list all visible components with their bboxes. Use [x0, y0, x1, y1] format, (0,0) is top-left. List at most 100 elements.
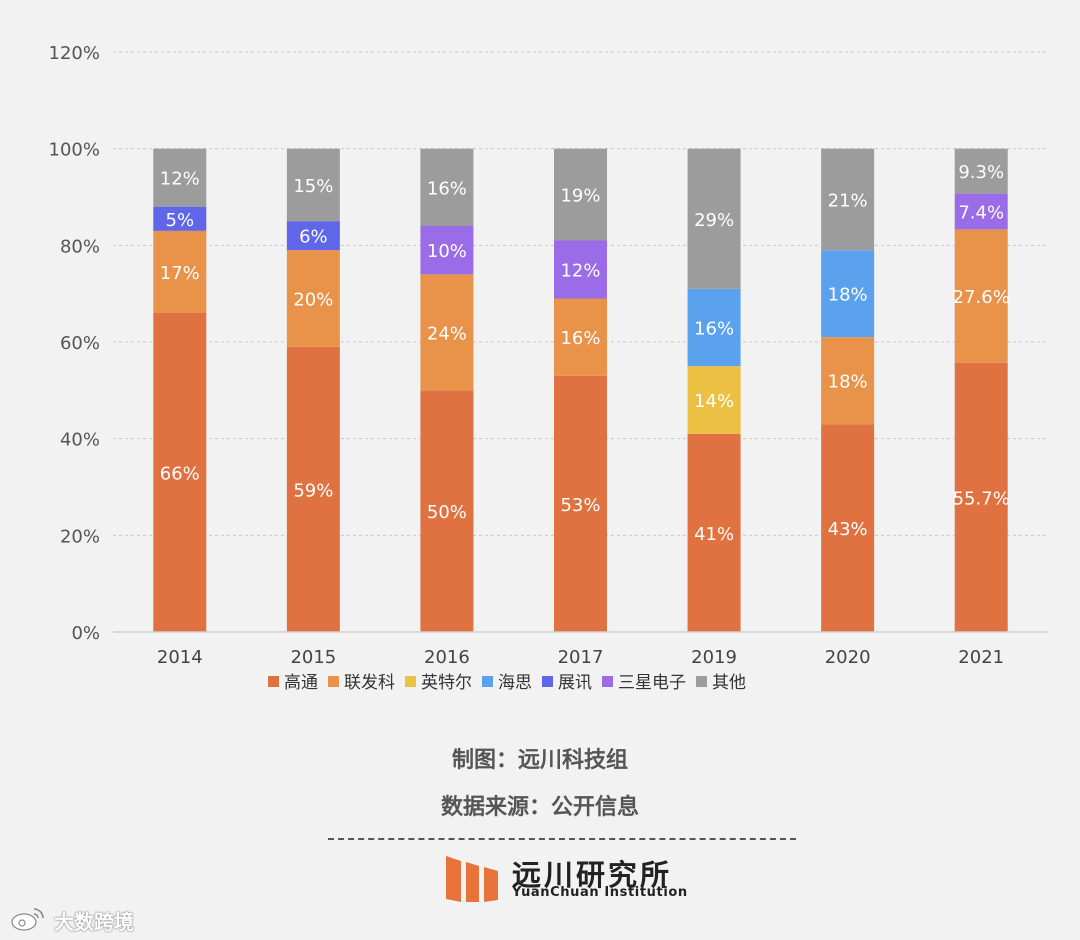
bar-segment [286, 346, 340, 632]
data-label: 29% [694, 210, 734, 231]
data-label: 10% [427, 241, 467, 262]
x-tick-label: 2015 [290, 647, 336, 668]
legend-swatch [542, 676, 553, 687]
data-label: 19% [560, 186, 600, 207]
bar-segment [420, 148, 474, 226]
data-source: 数据来源：公开信息 [440, 795, 639, 820]
stacked-bar-chart: 0% 20% 40% 60% 80% 100% 120% 66% 17% 5% 12% 59% 20%… [49, 43, 1048, 693]
legend-label: 海思 [498, 673, 532, 693]
data-label: 27.6% [953, 287, 1010, 308]
bar-segment [821, 250, 875, 338]
chart-credit: 制图：远川科技组 [451, 748, 628, 773]
y-tick-label: 40% [60, 430, 100, 451]
data-label: 50% [427, 502, 467, 523]
data-label: 18% [828, 285, 868, 306]
logo-subtitle: YuanChuan Institution [512, 885, 688, 900]
bar-segment [153, 313, 207, 632]
data-label: 66% [160, 464, 200, 485]
bar-segment [420, 274, 474, 391]
bar-segment [954, 362, 1008, 632]
bar-segment [687, 288, 741, 367]
legend-label: 展讯 [558, 673, 592, 693]
legend-swatch [482, 676, 493, 687]
data-label: 12% [160, 169, 200, 190]
x-tick-label: 2021 [958, 647, 1004, 668]
legend-label: 其他 [712, 673, 746, 693]
legend-label: 联发科 [344, 673, 395, 693]
x-tick-label: 2017 [558, 647, 604, 668]
y-tick-label: 100% [49, 140, 100, 161]
bar-segment [286, 221, 340, 251]
bar-segment [420, 390, 474, 632]
bars [153, 148, 1008, 632]
data-label: 55.7% [953, 488, 1010, 509]
legend-swatch [602, 676, 613, 687]
logo-mark-icon [446, 856, 498, 902]
bar-segment [821, 148, 875, 251]
x-tick-label: 2019 [691, 647, 737, 668]
data-label: 43% [828, 519, 868, 540]
bar-labels: 66% 17% 5% 12% 59% 20% 6% 15% 50% 24% 10% 16% 53% 16%… [160, 162, 1010, 545]
legend-swatch [696, 676, 707, 687]
bar-segment [153, 148, 207, 207]
watermark: 大数跨境 [10, 904, 180, 934]
bar-segment [554, 375, 607, 632]
dashed-divider [328, 838, 796, 840]
weibo-icon [11, 908, 44, 931]
data-label: 6% [299, 227, 328, 248]
y-tick-label: 0% [71, 623, 100, 644]
x-axis-ticks: 2014 2015 2016 2017 2019 2020 2021 [157, 647, 1004, 668]
bar-segment [286, 148, 340, 222]
data-label: 16% [560, 328, 600, 349]
data-label: 16% [694, 319, 734, 340]
bar-segment [554, 298, 607, 376]
bar-segment [954, 193, 1008, 230]
bar-segment [821, 337, 875, 425]
bar-segment [286, 250, 340, 347]
bar-segment [821, 424, 875, 632]
data-label: 14% [694, 391, 734, 412]
bar-segment [153, 230, 207, 313]
bar-segment [153, 206, 207, 231]
legend-label: 三星电子 [618, 673, 686, 693]
x-tick-label: 2016 [424, 647, 470, 668]
data-label: 59% [293, 480, 333, 501]
y-tick-label: 120% [49, 43, 100, 64]
y-axis-ticks: 0% 20% 40% 60% 80% 100% 120% [49, 43, 100, 644]
bar-segment [687, 433, 741, 632]
y-tick-label: 60% [60, 333, 100, 354]
data-label: 5% [166, 210, 195, 231]
bar-segment [687, 366, 741, 434]
institution-logo: 远川研究所 YuanChuan Institution [444, 852, 687, 904]
bar-segment [687, 148, 741, 289]
legend-swatch [268, 676, 279, 687]
data-label: 9.3% [958, 162, 1004, 183]
watermark-text: 大数跨境 [54, 910, 134, 934]
bar-segment [954, 148, 1008, 194]
bar-segment [420, 226, 474, 275]
bar-segment [554, 148, 607, 241]
data-label: 24% [427, 323, 467, 344]
data-label: 16% [427, 178, 467, 199]
data-label: 53% [560, 495, 600, 516]
data-label: 41% [694, 524, 734, 545]
bar-segment [954, 229, 1008, 363]
logo-name: 远川研究所 [512, 858, 673, 892]
bar-segment [554, 240, 607, 299]
legend-label: 高通 [284, 673, 318, 693]
x-tick-label: 2020 [825, 647, 871, 668]
y-tick-label: 80% [60, 236, 100, 257]
legend-label: 英特尔 [421, 673, 472, 693]
data-label: 17% [160, 263, 200, 284]
legend: 高通 联发科 英特尔 海思 展讯 三星电子 其他 [268, 673, 746, 693]
data-label: 12% [560, 261, 600, 282]
x-tick-label: 2014 [157, 647, 203, 668]
data-label: 20% [293, 290, 333, 311]
y-tick-label: 20% [60, 526, 100, 547]
data-label: 21% [828, 190, 868, 211]
legend-swatch [405, 676, 416, 687]
data-label: 18% [828, 372, 868, 393]
data-label: 15% [293, 176, 333, 197]
legend-swatch [328, 676, 339, 687]
data-label: 7.4% [958, 203, 1004, 224]
